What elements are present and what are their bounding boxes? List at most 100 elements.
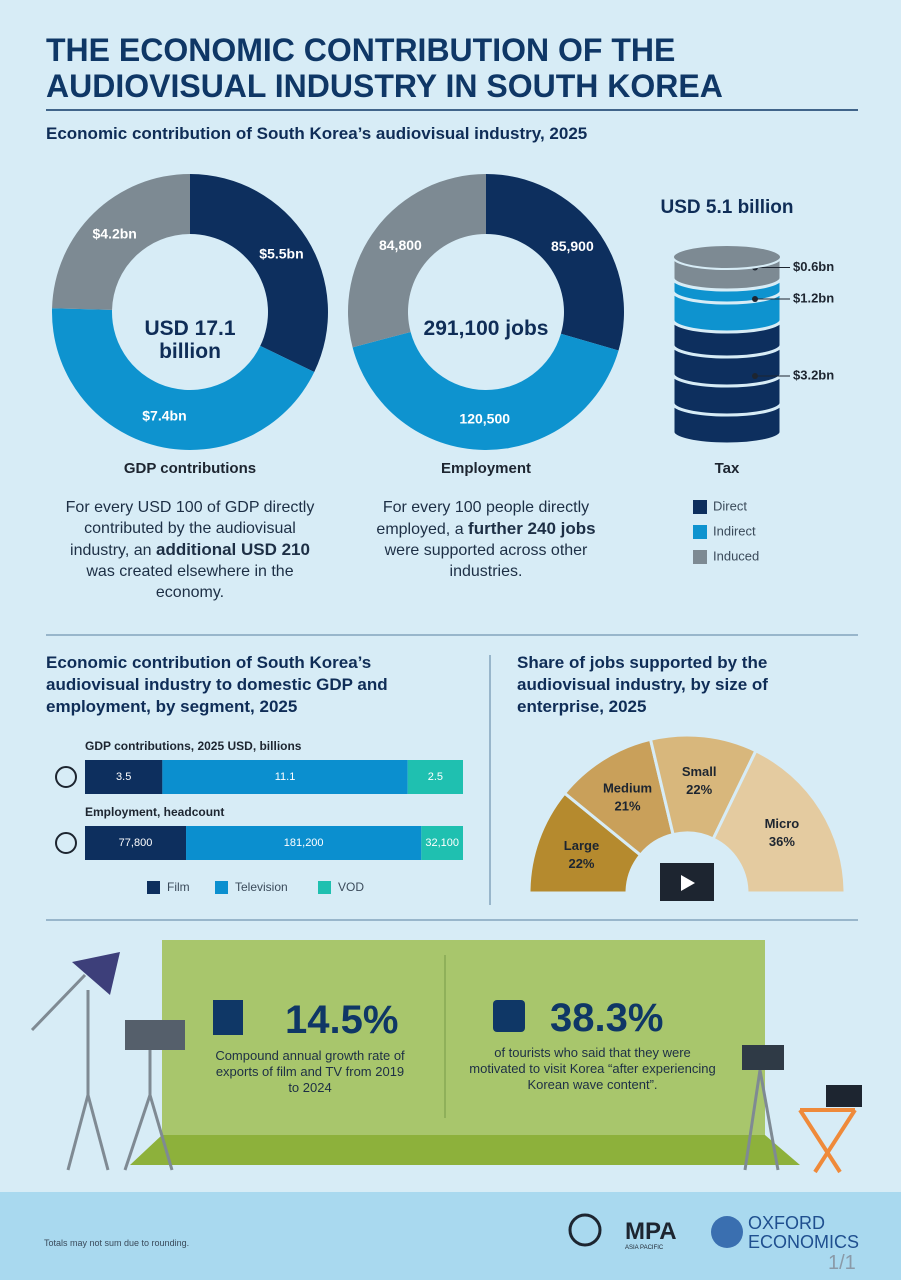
chair: [798, 1108, 857, 1174]
legend-label: Indirect: [713, 523, 756, 538]
light-stand: [30, 973, 780, 1171]
camera: [125, 1020, 185, 1050]
mpa-mark: [568, 1213, 602, 1247]
footer-band: [0, 1192, 901, 1280]
section-title: Economic contribution of South Korea’s a…: [46, 653, 388, 716]
row-icon: [55, 766, 77, 788]
value-label: $3.2bn: [793, 367, 834, 382]
legend-swatch: [215, 881, 228, 894]
value-label: 36%: [769, 834, 795, 849]
green-screen: [162, 940, 765, 1135]
donut-segment: [348, 174, 486, 348]
row-label: Employment, headcount: [85, 805, 224, 819]
value-label: $0.6bn: [793, 259, 834, 274]
value-label: 77,800: [119, 837, 153, 849]
note: For every USD 100 of GDP directly contri…: [65, 497, 315, 603]
value-label: $5.5bn: [259, 245, 303, 261]
donut-segment: [52, 174, 190, 310]
value-label: 22%: [568, 856, 594, 871]
legend-label: Television: [235, 880, 288, 894]
note-text: further 240 jobs: [468, 519, 596, 538]
category-label: Small: [682, 764, 717, 779]
stat-value: 14.5%: [285, 998, 399, 1042]
half-donut-segment: [711, 748, 847, 895]
stat-text: of tourists who said that they were moti…: [469, 1045, 716, 1092]
note-text: additional USD 210: [155, 540, 310, 559]
value-label: 84,800: [379, 237, 422, 253]
legend-swatch: [693, 550, 707, 564]
chart-title: Tax: [715, 460, 740, 477]
legend-swatch: [318, 881, 331, 894]
legend-label: Induced: [713, 548, 759, 563]
value-label: $7.4bn: [142, 408, 186, 424]
value-label: 32,100: [425, 837, 459, 849]
legend-swatch: [693, 500, 707, 514]
donut-segment: [352, 331, 619, 451]
donut-segment: [486, 174, 624, 351]
page-number: 1/1: [828, 1252, 856, 1274]
note-text: For every USD 100 of GDP directly contri…: [65, 499, 315, 559]
note: For every 100 people directly employed, …: [361, 497, 611, 582]
tax-segment: [671, 276, 783, 334]
row-label: GDP contributions, 2025 USD, billions: [85, 739, 302, 753]
title: THE ECONOMIC CONTRIBUTION OF THE AUDIOVI…: [46, 32, 723, 104]
legend-swatch: [147, 881, 160, 894]
total-label: USD 5.1 billion: [660, 197, 793, 218]
chair-back: [826, 1085, 862, 1107]
disk-edge: [671, 344, 783, 359]
footnote: Totals may not sum due to rounding.: [44, 1238, 190, 1248]
value-label: $1.2bn: [793, 290, 834, 305]
value-label: 11.1: [275, 771, 296, 783]
category-label: Large: [564, 838, 599, 853]
stat-text: Compound annual growth rate of exports o…: [215, 1048, 405, 1095]
stat-icon: [213, 1000, 243, 1035]
note-text: For every 100 people directly employed, …: [376, 499, 590, 538]
bar-segment: [85, 760, 163, 794]
monitor: [742, 1045, 784, 1070]
logo-oxford: ECONOMICS: [748, 1232, 860, 1252]
play-icon: [681, 875, 695, 891]
subtitle: Economic contribution of South Korea’s a…: [46, 124, 588, 143]
center-label: 291,100 jobs: [423, 317, 549, 340]
bar-segment: [162, 760, 408, 794]
category-label: Micro: [765, 816, 800, 831]
bar-segment: [85, 826, 187, 860]
note-text: was created elsewhere in the economy.: [86, 563, 294, 601]
legend-swatch: [693, 525, 707, 539]
row-icon: [55, 832, 77, 854]
bar-segment: [186, 826, 422, 860]
legend-label: Film: [167, 880, 190, 894]
value-label: 22%: [686, 782, 712, 797]
category-label: Medium: [603, 781, 652, 796]
value-label: 181,200: [284, 837, 324, 849]
oxford-mark: [711, 1216, 743, 1248]
center-label: USD 17.1 billion: [144, 317, 236, 363]
legend-label: Direct: [713, 498, 747, 513]
logo-mpa-sub: ASIA PACIFIC: [625, 1245, 664, 1251]
stat-value: 38.3%: [550, 996, 664, 1040]
bar-segment: [407, 760, 463, 794]
bar-segment: [421, 826, 463, 860]
disk-edge: [671, 290, 783, 305]
chart-title: Employment: [441, 460, 531, 477]
cylinder-top: [672, 244, 782, 270]
donut-segment: [190, 174, 329, 373]
value-label: 120,500: [459, 411, 510, 427]
value-label: 21%: [615, 799, 641, 814]
note-text: were supported across other industries.: [384, 542, 588, 580]
donut-segment: [52, 308, 315, 451]
floor: [130, 1135, 800, 1165]
stat-icon: [493, 1000, 525, 1032]
logo-mpa: MPA: [625, 1218, 677, 1245]
value-label: $4.2bn: [93, 225, 137, 241]
disk-edge: [671, 402, 783, 417]
logo-oxford: OXFORD: [748, 1213, 826, 1233]
light: [72, 952, 120, 995]
section-title: Share of jobs supported by the audiovisu…: [517, 653, 768, 716]
chart-title: GDP contributions: [124, 460, 256, 477]
value-label: 2.5: [428, 771, 443, 783]
disk-edge: [671, 373, 783, 388]
legend-label: VOD: [338, 880, 364, 894]
